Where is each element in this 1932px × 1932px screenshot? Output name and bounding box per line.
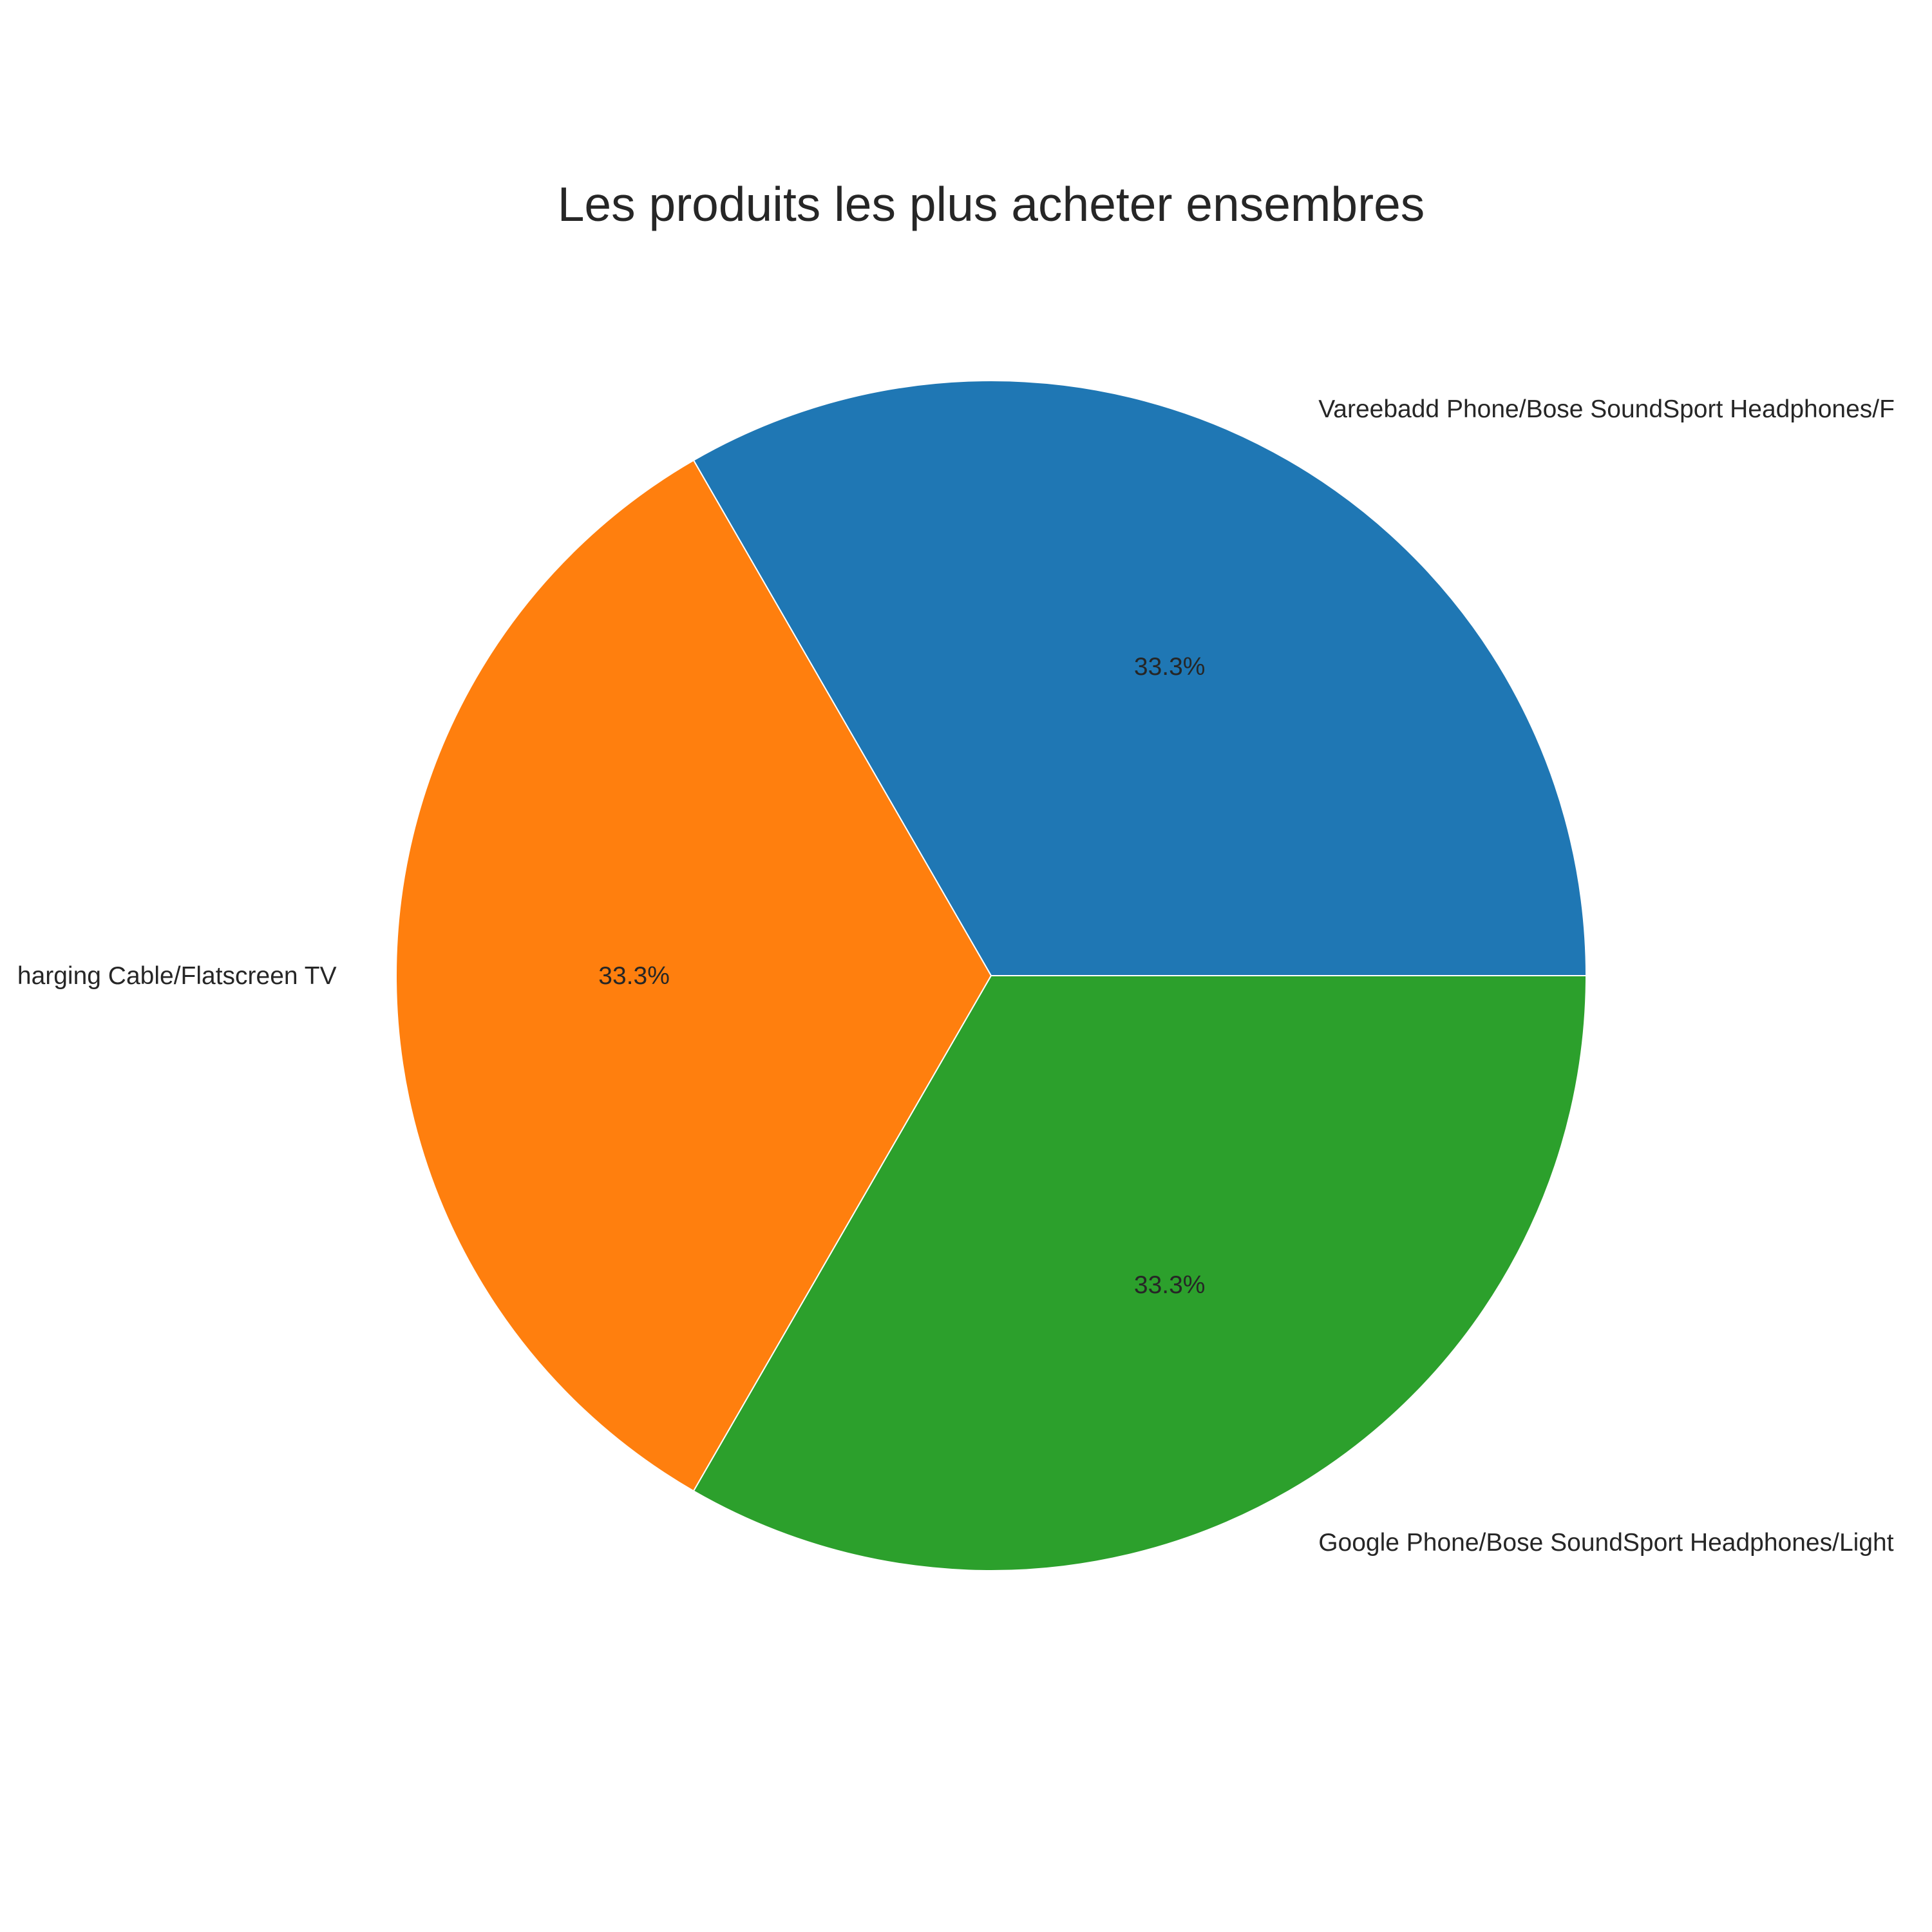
slice-category-label: Google Phone/Bose SoundSport Headphones/… xyxy=(1318,1529,1894,1557)
slice-percent-label: 33.3% xyxy=(1134,653,1206,681)
pie-labels: 33.3% Vareebadd Phone/Bose SoundSport Hea… xyxy=(17,395,1895,1557)
slice-category-label: harging Cable/Flatscreen TV xyxy=(17,962,337,990)
pie-slice-3 xyxy=(692,975,1587,1571)
pie-slice-2 xyxy=(395,459,992,1492)
slice-percent-label: 33.3% xyxy=(598,962,670,990)
slice-category-label: Vareebadd Phone/Bose SoundSport Headphon… xyxy=(1318,395,1895,423)
pie-slice-1 xyxy=(692,380,1587,976)
chart-title: Les produits les plus acheter ensembres xyxy=(558,177,1425,231)
slice-percent-label: 33.3% xyxy=(1134,1271,1206,1299)
pie-slices xyxy=(395,380,1587,1571)
